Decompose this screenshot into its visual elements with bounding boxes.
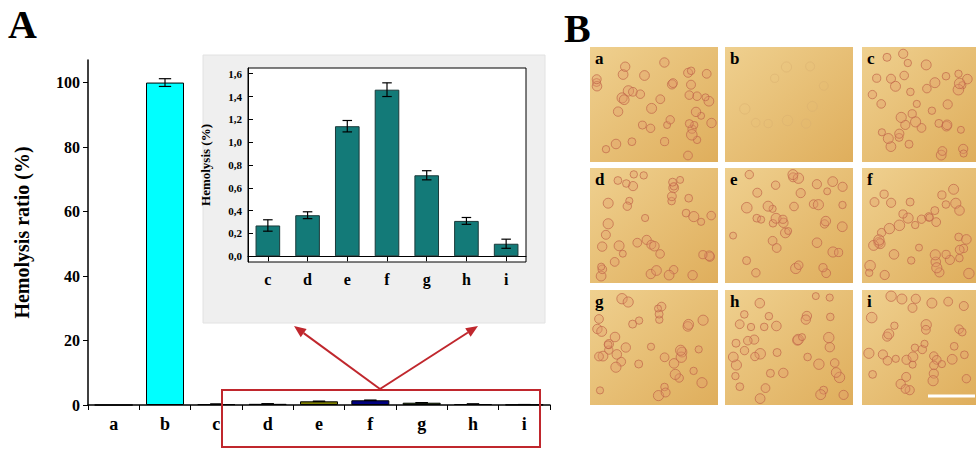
svg-text:e: e (315, 414, 323, 434)
svg-text:h: h (468, 414, 478, 434)
svg-text:c: c (212, 414, 220, 434)
svg-text:h: h (462, 271, 471, 288)
svg-text:Hemolysis (%): Hemolysis (%) (198, 124, 213, 206)
svg-text:c: c (867, 49, 875, 68)
svg-text:b: b (730, 49, 739, 68)
svg-text:e: e (344, 271, 351, 288)
svg-text:f: f (384, 271, 390, 288)
svg-text:20: 20 (64, 332, 80, 349)
svg-text:c: c (264, 271, 271, 288)
svg-text:i: i (504, 271, 509, 288)
svg-text:g: g (417, 414, 426, 434)
svg-text:80: 80 (64, 139, 80, 156)
svg-text:g: g (595, 292, 604, 311)
svg-text:h: h (730, 292, 740, 311)
svg-text:g: g (423, 271, 431, 289)
svg-text:0,2: 0,2 (228, 227, 242, 239)
svg-text:f: f (867, 170, 873, 189)
svg-text:d: d (303, 271, 312, 288)
svg-text:1,6: 1,6 (228, 68, 242, 80)
svg-text:Hemolysis ratio (%): Hemolysis ratio (%) (11, 146, 34, 318)
svg-text:f: f (367, 414, 374, 434)
svg-text:100: 100 (56, 74, 80, 91)
svg-text:B: B (564, 6, 591, 51)
svg-text:0,6: 0,6 (228, 182, 242, 194)
svg-text:40: 40 (64, 268, 80, 285)
svg-text:i: i (867, 292, 872, 311)
svg-text:i: i (522, 414, 527, 434)
svg-text:60: 60 (64, 203, 80, 220)
svg-text:d: d (263, 414, 273, 434)
svg-text:b: b (160, 414, 170, 434)
svg-text:0: 0 (72, 397, 80, 414)
svg-text:1,4: 1,4 (228, 91, 242, 103)
svg-text:0,4: 0,4 (228, 205, 242, 217)
svg-text:a: a (109, 414, 118, 434)
svg-text:0,0: 0,0 (228, 250, 242, 262)
svg-text:e: e (730, 170, 738, 189)
svg-text:A: A (8, 2, 37, 47)
svg-text:d: d (595, 170, 605, 189)
svg-text:0,8: 0,8 (228, 159, 242, 171)
svg-text:1,2: 1,2 (228, 113, 242, 125)
svg-text:a: a (595, 49, 604, 68)
svg-text:1,0: 1,0 (228, 136, 242, 148)
